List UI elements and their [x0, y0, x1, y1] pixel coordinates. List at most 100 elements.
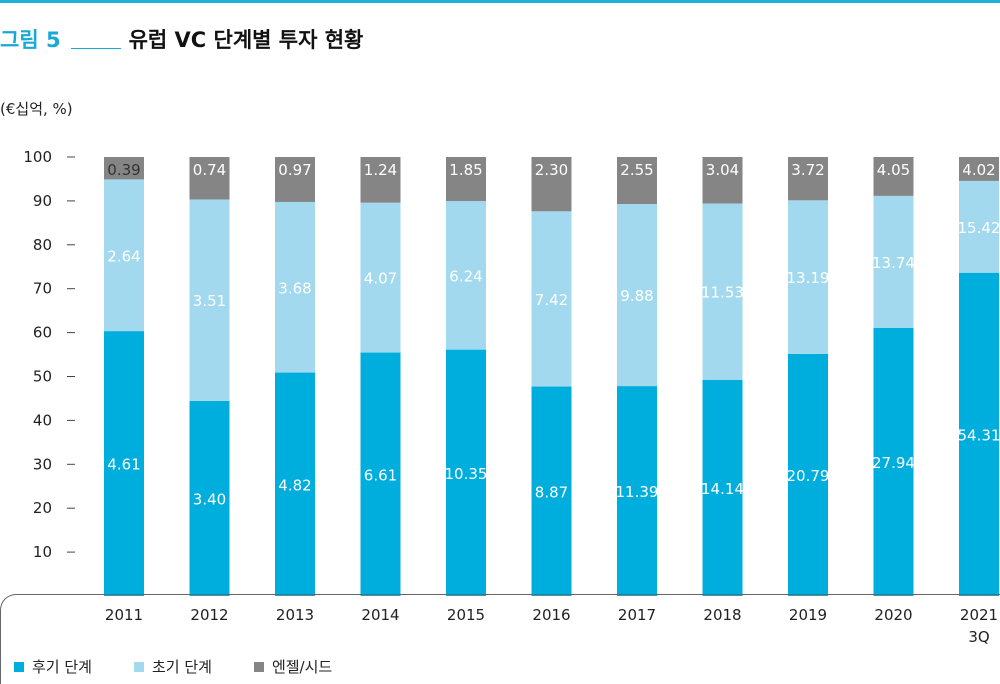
- data-label-angel-seed-5: 2.30: [535, 161, 568, 179]
- x-tick-label-3: 2014: [361, 606, 399, 624]
- data-label-angel-seed-1: 0.74: [193, 161, 226, 179]
- bar-late-stage-10: [959, 272, 999, 596]
- x-tick-label-5: 2016: [532, 606, 570, 624]
- bar-late-stage-8: [788, 353, 828, 596]
- unit-label: (€십억, %): [0, 100, 73, 118]
- data-label-late-stage-6: 11.39: [616, 483, 659, 501]
- y-tick-label-40: 40: [33, 411, 52, 429]
- y-tick-label-20: 20: [33, 499, 52, 517]
- x-tick-label-9: 2020: [874, 606, 912, 624]
- x-tick-label-10-line1: 3Q: [968, 628, 989, 646]
- bar-angel-seed-2: [275, 157, 315, 202]
- data-label-early-stage-0: 2.64: [107, 247, 140, 265]
- bar-angel-seed-10: [959, 157, 999, 181]
- bar-angel-seed-4: [446, 157, 486, 202]
- data-label-angel-seed-0: 0.39: [107, 161, 140, 179]
- bar-late-stage-4: [446, 349, 486, 596]
- y-tick-label-100: 100: [23, 148, 52, 166]
- data-label-angel-seed-3: 1.24: [364, 161, 397, 179]
- legend-swatch-early-stage: [133, 661, 144, 672]
- legend-label-angel-seed: 엔젤/시드: [271, 658, 333, 676]
- y-tick-label-50: 50: [33, 368, 52, 386]
- data-label-late-stage-0: 4.61: [107, 456, 140, 474]
- x-tick-label-4: 2015: [447, 606, 485, 624]
- bar-late-stage-6: [617, 386, 657, 596]
- data-label-early-stage-8: 13.19: [787, 269, 830, 287]
- data-label-angel-seed-6: 2.55: [620, 161, 653, 179]
- bar-angel-seed-6: [617, 157, 657, 204]
- legend: 후기 단계 초기 단계 엔젤/시드: [0, 656, 360, 677]
- x-tick-label-10-line0: 2021: [960, 606, 998, 624]
- x-tick-label-6: 2017: [618, 606, 656, 624]
- bar-early-stage-4: [446, 201, 486, 350]
- bar-late-stage-5: [531, 386, 572, 596]
- bar-early-stage-1: [189, 199, 230, 401]
- bar-early-stage-2: [275, 201, 315, 373]
- data-label-late-stage-7: 14.14: [701, 480, 744, 498]
- legend-item-late-stage: 후기 단계: [0, 656, 92, 677]
- data-label-early-stage-1: 3.51: [193, 292, 226, 310]
- x-tick-label-0: 2011: [105, 606, 143, 624]
- data-label-early-stage-6: 9.88: [620, 287, 653, 305]
- data-label-late-stage-3: 6.61: [364, 466, 397, 484]
- x-tick-label-2: 2013: [276, 606, 314, 624]
- data-label-late-stage-8: 20.79: [787, 467, 830, 485]
- data-label-late-stage-10: 54.31: [958, 426, 1000, 444]
- data-label-angel-seed-2: 0.97: [278, 161, 311, 179]
- bar-early-stage-6: [617, 203, 657, 387]
- data-label-late-stage-4: 10.35: [445, 465, 488, 483]
- y-tick-label-60: 60: [33, 324, 52, 342]
- y-tick-label-10: 10: [33, 543, 52, 561]
- legend-item-angel-seed: 엔젤/시드: [240, 656, 332, 677]
- bar-late-stage-1: [189, 400, 230, 596]
- data-label-late-stage-1: 3.40: [193, 490, 226, 508]
- data-label-angel-seed-7: 3.04: [706, 161, 739, 179]
- data-label-late-stage-2: 4.82: [278, 476, 311, 494]
- bar-late-stage-2: [275, 372, 315, 596]
- data-label-late-stage-5: 8.87: [535, 483, 568, 501]
- data-label-early-stage-4: 6.24: [449, 267, 482, 285]
- figure-header: 그림 5 유럽 VC 단계별 투자 현황: [0, 22, 363, 56]
- data-label-early-stage-3: 4.07: [364, 270, 397, 288]
- bar-angel-seed-9: [873, 157, 914, 196]
- data-label-early-stage-10: 15.42: [958, 219, 1000, 237]
- bar-early-stage-8: [788, 200, 828, 354]
- bar-late-stage-9: [873, 327, 914, 596]
- y-tick-label-30: 30: [33, 455, 52, 473]
- data-label-late-stage-9: 27.94: [872, 454, 915, 472]
- legend-item-early-stage: 초기 단계: [120, 656, 212, 677]
- bar-angel-seed-8: [788, 157, 828, 201]
- bar-early-stage-3: [360, 202, 401, 353]
- bar-early-stage-7: [702, 203, 743, 380]
- data-label-early-stage-5: 7.42: [535, 291, 568, 309]
- bar-angel-seed-3: [360, 157, 401, 203]
- x-tick-label-1: 2012: [190, 606, 228, 624]
- bar-late-stage-3: [360, 352, 401, 596]
- legend-swatch-late-stage: [14, 661, 24, 672]
- bar-early-stage-10: [959, 180, 999, 273]
- data-label-early-stage-9: 13.74: [872, 254, 915, 272]
- bar-early-stage-5: [531, 211, 572, 387]
- data-label-angel-seed-8: 3.72: [791, 161, 824, 179]
- figure-label: 그림 5: [0, 28, 61, 52]
- data-label-angel-seed-9: 4.05: [877, 161, 910, 179]
- bar-early-stage-9: [873, 195, 914, 328]
- bar-early-stage-0: [104, 179, 144, 332]
- top-rule: [0, 0, 1000, 3]
- x-axis-frame: [0, 594, 1000, 684]
- y-tick-label-70: 70: [33, 280, 52, 298]
- y-tick-label-90: 90: [33, 192, 52, 210]
- x-tick-label-7: 2018: [703, 606, 741, 624]
- bar-angel-seed-1: [189, 157, 230, 200]
- data-label-angel-seed-10: 4.02: [962, 161, 995, 179]
- bar-late-stage-0: [104, 331, 144, 596]
- data-label-angel-seed-4: 1.85: [449, 161, 482, 179]
- chart-title: 유럽 VC 단계별 투자 현황: [128, 28, 364, 52]
- data-label-early-stage-7: 11.53: [701, 284, 744, 302]
- legend-label-early-stage: 초기 단계: [151, 658, 212, 676]
- bar-angel-seed-7: [702, 157, 743, 204]
- data-label-early-stage-2: 3.68: [278, 279, 311, 297]
- stacked-bar-chart: 10 20 30 40 50 60 70 80 90 100 4.61 2.64 0.39 2011 3.4…: [23, 148, 1000, 646]
- legend-label-late-stage: 후기 단계: [32, 658, 92, 676]
- x-tick-label-8: 2019: [789, 606, 827, 624]
